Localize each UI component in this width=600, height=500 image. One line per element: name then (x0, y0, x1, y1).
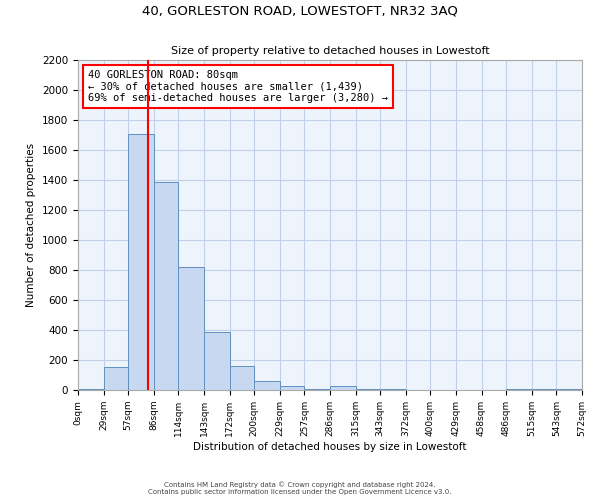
Bar (556, 389, 582, 390)
Bar (532, 389, 556, 390)
Bar (104, 367, 128, 390)
Bar (128, 134, 154, 390)
Text: 40 GORLESTON ROAD: 80sqm
← 30% of detached houses are smaller (1,439)
69% of sem: 40 GORLESTON ROAD: 80sqm ← 30% of detach… (88, 70, 388, 103)
Bar (304, 389, 330, 390)
Bar (280, 386, 304, 390)
Bar (78, 388, 104, 390)
Bar (380, 389, 406, 390)
Bar (254, 381, 280, 390)
Title: Size of property relative to detached houses in Lowestoft: Size of property relative to detached ho… (170, 46, 490, 56)
Y-axis label: Number of detached properties: Number of detached properties (26, 143, 37, 307)
X-axis label: Distribution of detached houses by size in Lowestoft: Distribution of detached houses by size … (193, 442, 467, 452)
Bar (330, 386, 356, 390)
Bar (230, 366, 254, 390)
Bar (154, 182, 178, 390)
Bar (506, 389, 532, 390)
Text: 40, GORLESTON ROAD, LOWESTOFT, NR32 3AQ: 40, GORLESTON ROAD, LOWESTOFT, NR32 3AQ (142, 5, 458, 18)
Text: Contains HM Land Registry data © Crown copyright and database right 2024.
Contai: Contains HM Land Registry data © Crown c… (148, 482, 452, 495)
Bar (356, 389, 380, 390)
Bar (204, 332, 230, 390)
Bar (178, 267, 204, 390)
